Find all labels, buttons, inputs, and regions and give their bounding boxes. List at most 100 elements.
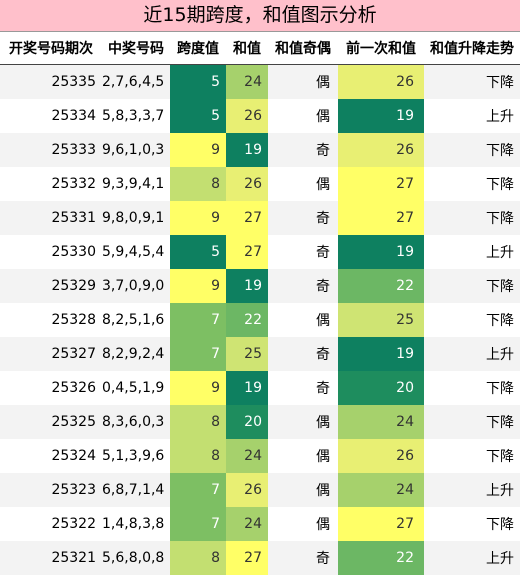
header-trend: 和值升降走势 <box>424 32 520 65</box>
table-row: 25333 9,6,1,0,3 9 19 奇 26 下降 <box>0 133 520 167</box>
table-row: 25322 1,4,8,3,8 7 24 偶 27 下降 <box>0 507 520 541</box>
trend-cell: 下降 <box>424 201 520 235</box>
issue-cell: 25325 <box>0 405 102 439</box>
numbers-cell: 9,3,9,4,1 <box>102 167 170 201</box>
prev-sum-cell: 26 <box>338 64 424 99</box>
numbers-cell: 8,3,6,0,3 <box>102 405 170 439</box>
sum-cell: 27 <box>226 201 268 235</box>
table-row: 25321 5,6,8,0,8 8 27 奇 22 上升 <box>0 541 520 575</box>
page-title: 近15期跨度，和值图示分析 <box>0 0 520 32</box>
issue-cell: 25323 <box>0 473 102 507</box>
issue-cell: 25332 <box>0 167 102 201</box>
table-row: 25329 3,7,0,9,0 9 19 奇 22 下降 <box>0 269 520 303</box>
parity-cell: 奇 <box>268 235 338 269</box>
span-cell: 9 <box>170 371 226 405</box>
span-cell: 9 <box>170 201 226 235</box>
issue-cell: 25335 <box>0 64 102 99</box>
issue-cell: 25333 <box>0 133 102 167</box>
header-prev-sum: 前一次和值 <box>338 32 424 65</box>
trend-cell: 下降 <box>424 371 520 405</box>
parity-cell: 偶 <box>268 439 338 473</box>
prev-sum-cell: 20 <box>338 371 424 405</box>
sum-cell: 19 <box>226 269 268 303</box>
table-row: 25332 9,3,9,4,1 8 26 偶 27 下降 <box>0 167 520 201</box>
numbers-cell: 5,9,4,5,4 <box>102 235 170 269</box>
issue-cell: 25328 <box>0 303 102 337</box>
prev-sum-cell: 19 <box>338 235 424 269</box>
sum-cell: 26 <box>226 99 268 133</box>
header-row: 开奖号码期次 中奖号码 跨度值 和值 和值奇偶 前一次和值 和值升降走势 <box>0 32 520 65</box>
prev-sum-cell: 22 <box>338 541 424 575</box>
span-cell: 7 <box>170 507 226 541</box>
trend-cell: 下降 <box>424 439 520 473</box>
parity-cell: 偶 <box>268 405 338 439</box>
trend-cell: 下降 <box>424 269 520 303</box>
issue-cell: 25331 <box>0 201 102 235</box>
prev-sum-cell: 24 <box>338 405 424 439</box>
span-cell: 9 <box>170 133 226 167</box>
numbers-cell: 0,4,5,1,9 <box>102 371 170 405</box>
trend-cell: 上升 <box>424 99 520 133</box>
numbers-cell: 6,8,7,1,4 <box>102 473 170 507</box>
header-sum: 和值 <box>226 32 268 65</box>
table-row: 25334 5,8,3,3,7 5 26 偶 19 上升 <box>0 99 520 133</box>
trend-cell: 下降 <box>424 64 520 99</box>
analysis-table: 开奖号码期次 中奖号码 跨度值 和值 和值奇偶 前一次和值 和值升降走势 253… <box>0 32 520 575</box>
sum-cell: 19 <box>226 133 268 167</box>
prev-sum-cell: 22 <box>338 269 424 303</box>
trend-cell: 上升 <box>424 473 520 507</box>
table-row: 25330 5,9,4,5,4 5 27 奇 19 上升 <box>0 235 520 269</box>
span-cell: 5 <box>170 64 226 99</box>
table-row: 25325 8,3,6,0,3 8 20 偶 24 下降 <box>0 405 520 439</box>
numbers-cell: 3,7,0,9,0 <box>102 269 170 303</box>
issue-cell: 25322 <box>0 507 102 541</box>
trend-cell: 上升 <box>424 235 520 269</box>
sum-cell: 22 <box>226 303 268 337</box>
sum-cell: 27 <box>226 235 268 269</box>
sum-cell: 20 <box>226 405 268 439</box>
header-span: 跨度值 <box>170 32 226 65</box>
table-row: 25326 0,4,5,1,9 9 19 奇 20 下降 <box>0 371 520 405</box>
prev-sum-cell: 24 <box>338 473 424 507</box>
sum-cell: 26 <box>226 167 268 201</box>
table-row: 25327 8,2,9,2,4 7 25 奇 19 上升 <box>0 337 520 371</box>
span-cell: 8 <box>170 167 226 201</box>
table-row: 25328 8,2,5,1,6 7 22 偶 25 下降 <box>0 303 520 337</box>
sum-cell: 24 <box>226 507 268 541</box>
table-row: 25335 2,7,6,4,5 5 24 偶 26 下降 <box>0 64 520 99</box>
issue-cell: 25324 <box>0 439 102 473</box>
issue-cell: 25334 <box>0 99 102 133</box>
issue-cell: 25326 <box>0 371 102 405</box>
parity-cell: 偶 <box>268 64 338 99</box>
span-cell: 7 <box>170 337 226 371</box>
trend-cell: 上升 <box>424 337 520 371</box>
parity-cell: 奇 <box>268 269 338 303</box>
table-row: 25324 5,1,3,9,6 8 24 偶 26 下降 <box>0 439 520 473</box>
parity-cell: 奇 <box>268 337 338 371</box>
prev-sum-cell: 27 <box>338 201 424 235</box>
sum-cell: 26 <box>226 473 268 507</box>
parity-cell: 奇 <box>268 133 338 167</box>
sum-cell: 27 <box>226 541 268 575</box>
numbers-cell: 5,1,3,9,6 <box>102 439 170 473</box>
prev-sum-cell: 19 <box>338 337 424 371</box>
trend-cell: 下降 <box>424 167 520 201</box>
numbers-cell: 9,6,1,0,3 <box>102 133 170 167</box>
prev-sum-cell: 25 <box>338 303 424 337</box>
parity-cell: 奇 <box>268 371 338 405</box>
parity-cell: 偶 <box>268 473 338 507</box>
prev-sum-cell: 19 <box>338 99 424 133</box>
issue-cell: 25327 <box>0 337 102 371</box>
parity-cell: 偶 <box>268 303 338 337</box>
prev-sum-cell: 27 <box>338 507 424 541</box>
header-parity: 和值奇偶 <box>268 32 338 65</box>
trend-cell: 下降 <box>424 303 520 337</box>
issue-cell: 25321 <box>0 541 102 575</box>
sum-cell: 25 <box>226 337 268 371</box>
numbers-cell: 2,7,6,4,5 <box>102 64 170 99</box>
numbers-cell: 1,4,8,3,8 <box>102 507 170 541</box>
table-row: 25331 9,8,0,9,1 9 27 奇 27 下降 <box>0 201 520 235</box>
parity-cell: 偶 <box>268 99 338 133</box>
issue-cell: 25330 <box>0 235 102 269</box>
sum-cell: 24 <box>226 64 268 99</box>
